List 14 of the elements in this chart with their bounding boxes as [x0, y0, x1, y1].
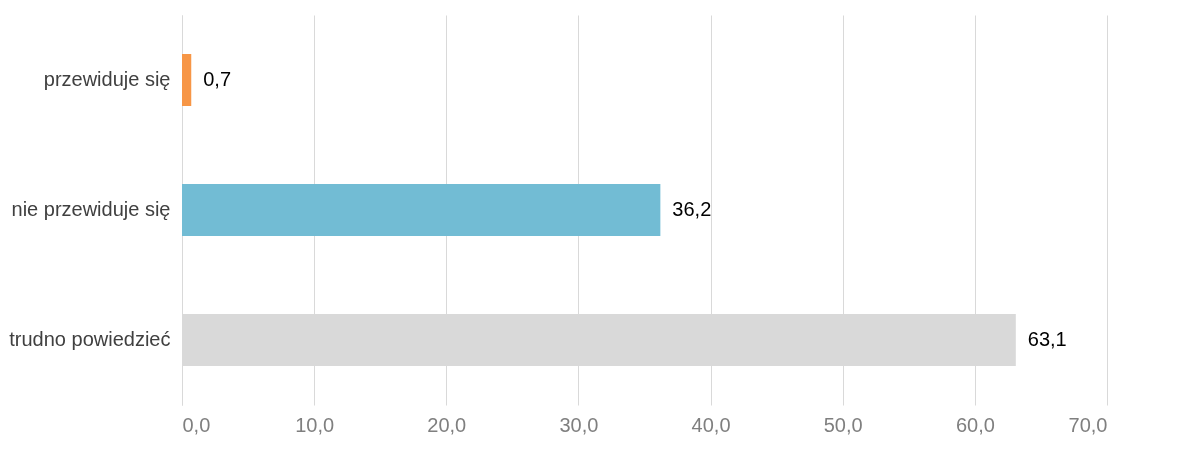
- x-tick-label: 10,0: [295, 413, 335, 436]
- x-tick-label: 30,0: [559, 413, 599, 436]
- x-tick-label: 60,0: [955, 413, 995, 436]
- data-label: 0,7: [203, 68, 232, 90]
- x-tick-label: 40,0: [691, 413, 731, 436]
- data-label: 63,1: [1027, 328, 1067, 350]
- x-tick-label: 20,0: [427, 413, 467, 436]
- y-tick-label: nie przewiduje się: [11, 198, 171, 220]
- y-tick-label: przewiduje się: [43, 68, 171, 90]
- y-tick-label: trudno powiedzieć: [9, 328, 171, 350]
- data-label: 36,2: [672, 198, 712, 220]
- x-tick-label: 70,0: [1068, 413, 1108, 436]
- x-tick-label: 0,0: [182, 413, 211, 436]
- x-tick-label: 50,0: [823, 413, 863, 436]
